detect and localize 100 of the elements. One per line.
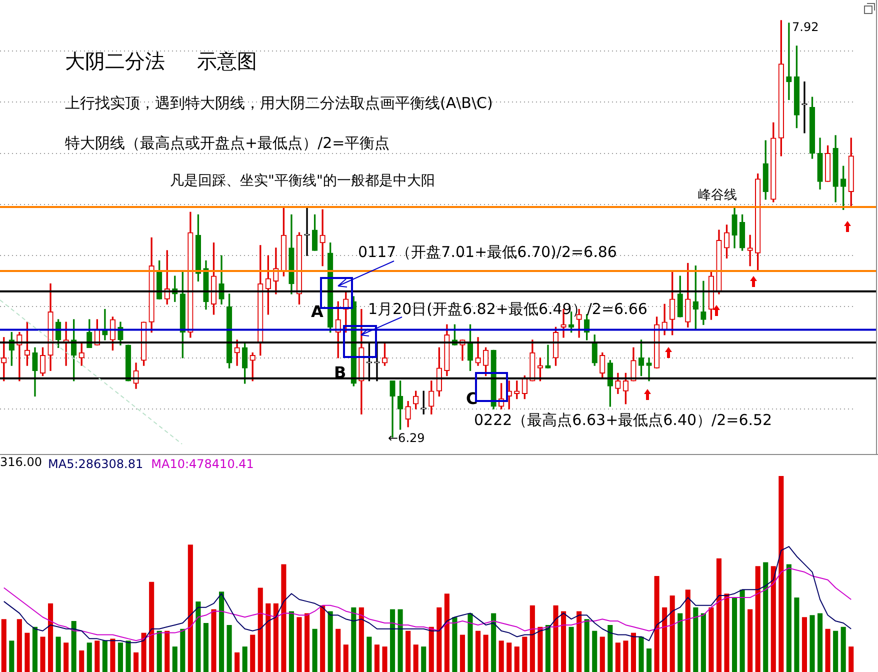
bar: [64, 642, 69, 672]
bar: [320, 605, 326, 672]
candlestick: [786, 22, 792, 100]
bar: [584, 619, 590, 672]
bar: [421, 646, 426, 672]
bar: [71, 621, 76, 672]
bar: [56, 636, 61, 672]
bar: [102, 640, 108, 672]
bar: [716, 558, 722, 672]
bar: [374, 644, 380, 672]
candlestick: [646, 358, 652, 382]
bar: [522, 636, 528, 672]
bar: [48, 603, 54, 672]
bar: [406, 630, 411, 672]
bar: [226, 624, 232, 672]
bar: [24, 632, 30, 672]
bar: [40, 636, 46, 672]
bar: [724, 594, 730, 672]
bar: [630, 632, 636, 672]
bar: [413, 644, 418, 672]
bar: [250, 634, 256, 672]
bar: [141, 632, 146, 672]
bar: [266, 603, 271, 672]
bar: [382, 646, 388, 672]
bar: [506, 642, 512, 672]
bar: [196, 601, 201, 672]
bar: [94, 640, 100, 672]
bar: [810, 615, 815, 672]
bar: [281, 564, 286, 672]
annotation: 316.00: [0, 455, 42, 470]
bar: [545, 624, 551, 672]
bar: [740, 590, 745, 672]
bar: [608, 624, 613, 672]
bar: [234, 652, 240, 672]
bar: [304, 613, 310, 672]
bar: [133, 652, 139, 672]
annotation: 0222（最高点6.63+最低点6.40）/2=6.52: [474, 411, 772, 430]
bar: [9, 640, 14, 672]
bar: [288, 611, 294, 672]
bar: [654, 576, 660, 672]
annotation: 凡是回踩、坐实"平衡线"的一般都是中大阳: [170, 173, 435, 190]
annotation: 特大阴线（最高点或开盘点+最低点）/2=平衡点: [65, 134, 390, 152]
bar: [444, 594, 450, 672]
bar: [568, 626, 574, 672]
bar: [576, 611, 582, 672]
bar: [678, 613, 683, 672]
bar: [258, 588, 263, 672]
bar: [296, 617, 302, 672]
annotation: 上行找实顶，遇到特大阴线，用大阴二分法取点画平衡线(A\B\C): [65, 94, 493, 112]
bar: [662, 607, 668, 672]
bar: [16, 619, 22, 672]
bar: [366, 636, 372, 672]
bar: [242, 646, 248, 672]
bar: [390, 609, 396, 672]
bar: [755, 566, 760, 672]
bar: [840, 626, 846, 672]
bar: [351, 607, 356, 672]
bar: [1, 619, 6, 672]
bar: [164, 630, 170, 672]
bar: [328, 611, 333, 672]
bar: [468, 613, 473, 672]
bar: [180, 628, 186, 672]
bar: [452, 617, 458, 672]
annotation: 1月20日(开盘6.82+最低6.49）/2=6.66: [368, 300, 648, 318]
bar: [794, 598, 800, 672]
bar: [817, 613, 823, 672]
bar: [498, 640, 504, 672]
bar: [79, 650, 84, 672]
bar: [530, 605, 535, 672]
bar: [358, 607, 364, 672]
bar: [700, 613, 706, 672]
bar: [825, 628, 830, 672]
bar: [560, 611, 566, 672]
candlestick: [320, 209, 326, 266]
bar: [336, 628, 341, 672]
bar: [833, 630, 838, 672]
bar: [273, 603, 278, 672]
bar: [32, 626, 38, 672]
bar: [203, 623, 209, 672]
annotation: ←6.29: [388, 431, 425, 446]
bar: [483, 634, 488, 672]
bar: [763, 562, 768, 672]
candlestick: [700, 280, 706, 325]
bar: [708, 607, 714, 672]
bar: [685, 590, 690, 672]
bar: [592, 630, 598, 672]
bar: [460, 634, 466, 672]
bar: [748, 609, 753, 672]
bar: [848, 646, 854, 672]
bar: [778, 476, 784, 672]
bar: [670, 596, 675, 672]
annotation: 7.92: [792, 20, 819, 34]
bar: [118, 642, 124, 672]
bar: [553, 605, 558, 672]
bar: [428, 626, 434, 672]
candlestick: [747, 234, 753, 266]
bar: [600, 636, 605, 672]
bar: [126, 640, 131, 672]
bar: [770, 566, 776, 672]
bar: [156, 630, 162, 672]
